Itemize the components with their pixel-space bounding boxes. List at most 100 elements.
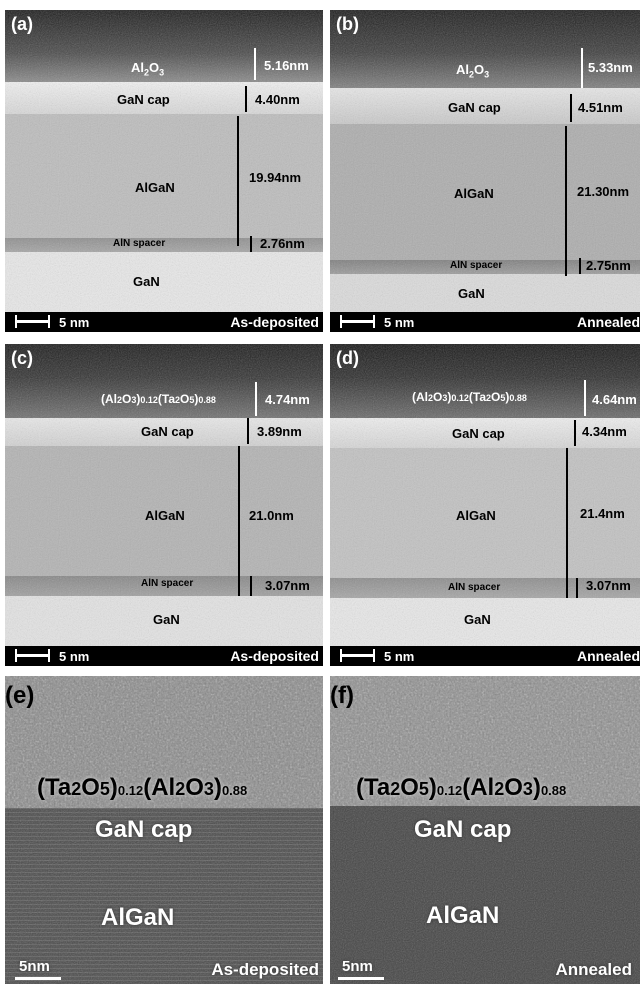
scale-bar-label: 5 nm bbox=[59, 315, 90, 330]
scale-bar-tick bbox=[48, 315, 50, 328]
condition-label: Annealed bbox=[576, 648, 640, 664]
cap-measure-line bbox=[245, 86, 247, 112]
gan-cap-label: GaN cap bbox=[448, 100, 501, 115]
spacer-thickness: 2.76nm bbox=[260, 236, 305, 251]
algan-measure-line bbox=[237, 116, 239, 246]
gan-cap-label: GaN cap bbox=[95, 816, 193, 843]
scale-bar-label: 5nm bbox=[19, 958, 50, 975]
panel-letter: (e) bbox=[5, 682, 35, 709]
scale-bar bbox=[15, 320, 49, 323]
scale-bar bbox=[338, 977, 384, 980]
cap-measure-line bbox=[574, 420, 576, 446]
panel-d: (d) (Al2O3)0.12(Ta2O5)0.88 4.64nm GaN ca… bbox=[330, 344, 640, 666]
algan-measure-line bbox=[238, 446, 240, 596]
panel-letter: (b) bbox=[336, 14, 359, 34]
algan-label: AlGaN bbox=[454, 186, 494, 201]
scale-bar-strip: 5 nm As-deposited bbox=[5, 312, 323, 332]
oxide-thickness: 5.16nm bbox=[264, 58, 309, 73]
scale-bar-label: 5nm bbox=[342, 958, 373, 975]
algan-measure-line bbox=[565, 126, 567, 276]
scale-bar-label: 5 nm bbox=[384, 649, 415, 664]
panel-letter: (d) bbox=[336, 348, 359, 368]
oxide-label: Al2O3 bbox=[131, 60, 165, 78]
condition-label: As-deposited bbox=[230, 314, 319, 330]
scale-bar-strip: 5 nm Annealed bbox=[330, 312, 640, 332]
panel-f: (f) (Ta2O5)0.12(Al2O3)0.88 GaN cap AlGaN… bbox=[330, 676, 640, 984]
oxide-measure-line bbox=[581, 48, 583, 88]
gan-cap-label: GaN cap bbox=[141, 424, 194, 439]
cap-thickness: 4.40nm bbox=[255, 92, 300, 107]
gan-substrate-label: GaN bbox=[458, 286, 485, 301]
spacer-measure-line bbox=[250, 576, 252, 596]
scale-bar-tick bbox=[373, 649, 375, 662]
aln-spacer-label: AlN spacer bbox=[450, 260, 503, 271]
oxide-label: Al2O3 bbox=[456, 62, 490, 80]
panel-a: (a) Al2O3 5.16nm GaN cap 4.40nm AlGaN 19… bbox=[5, 10, 323, 332]
panel-letter: (a) bbox=[11, 14, 33, 34]
scale-bar-tick bbox=[340, 649, 342, 662]
gan-substrate-label: GaN bbox=[153, 612, 180, 627]
spacer-thickness: 2.75nm bbox=[586, 258, 631, 273]
panel-e: (e) (Ta2O5)0.12(Al2O3)0.88 GaN cap AlGaN… bbox=[5, 676, 323, 984]
spacer-measure-line bbox=[250, 236, 252, 252]
scale-bar-label: 5 nm bbox=[59, 649, 90, 664]
oxide-thickness: 5.33nm bbox=[588, 60, 633, 75]
algan-label: AlGaN bbox=[426, 902, 500, 929]
aln-spacer-label: AlN spacer bbox=[448, 582, 501, 593]
aln-spacer-label: AlN spacer bbox=[141, 578, 194, 589]
oxide-label: (Ta2O5)0.12(Al2O3)0.88 bbox=[356, 774, 567, 801]
spacer-thickness: 3.07nm bbox=[586, 578, 631, 593]
scale-bar-tick bbox=[373, 315, 375, 328]
algan-thickness: 21.4nm bbox=[580, 506, 625, 521]
algan-label: AlGaN bbox=[456, 508, 496, 523]
scale-bar bbox=[15, 977, 61, 980]
scale-bar-tick bbox=[15, 315, 17, 328]
algan-thickness: 21.30nm bbox=[577, 184, 630, 199]
scale-bar-strip: 5 nm As-deposited bbox=[5, 646, 323, 666]
gan-cap-label: GaN cap bbox=[414, 816, 512, 843]
algan-label: AlGaN bbox=[145, 508, 185, 523]
algan-thickness: 19.94nm bbox=[249, 170, 302, 185]
scale-bar-label: 5 nm bbox=[384, 315, 415, 330]
cap-thickness: 3.89nm bbox=[257, 424, 302, 439]
panel-letter: (c) bbox=[11, 348, 33, 368]
spacer-measure-line bbox=[576, 578, 578, 598]
panel-letter: (f) bbox=[330, 682, 354, 709]
algan-label: AlGaN bbox=[135, 180, 175, 195]
algan-thickness: 21.0nm bbox=[249, 508, 294, 523]
algan-label: AlGaN bbox=[101, 904, 175, 931]
spacer-measure-line bbox=[579, 258, 581, 274]
scale-bar-strip: 5 nm Annealed bbox=[330, 646, 640, 666]
scale-bar-tick bbox=[48, 649, 50, 662]
scale-bar bbox=[340, 654, 374, 657]
cap-thickness: 4.34nm bbox=[582, 424, 627, 439]
cap-thickness: 4.51nm bbox=[578, 100, 623, 115]
oxide-label: (Al2O3)0.12(Ta2O5)0.88 bbox=[412, 390, 527, 404]
spacer-thickness: 3.07nm bbox=[265, 578, 310, 593]
scale-bar-tick bbox=[340, 315, 342, 328]
oxide-thickness: 4.64nm bbox=[592, 392, 637, 407]
condition-label: Annealed bbox=[576, 314, 640, 330]
oxide-measure-line bbox=[584, 380, 586, 416]
gan-cap-label: GaN cap bbox=[117, 92, 170, 107]
oxide-thickness: 4.74nm bbox=[265, 392, 310, 407]
gan-cap-label: GaN cap bbox=[452, 426, 505, 441]
condition-label: Annealed bbox=[555, 960, 632, 979]
oxide-measure-line bbox=[254, 48, 256, 80]
gan-substrate-label: GaN bbox=[464, 612, 491, 627]
scale-bar-tick bbox=[15, 649, 17, 662]
panel-c: (c) (Al2O3)0.12(Ta2O5)0.88 4.74nm GaN ca… bbox=[5, 344, 323, 666]
aln-spacer-label: AlN spacer bbox=[113, 238, 166, 249]
scale-bar bbox=[15, 654, 49, 657]
oxide-label: (Ta2O5)0.12(Al2O3)0.88 bbox=[37, 774, 248, 801]
condition-label: As-deposited bbox=[230, 648, 319, 664]
condition-label: As-deposited bbox=[211, 960, 319, 979]
cap-measure-line bbox=[247, 418, 249, 444]
oxide-measure-line bbox=[255, 382, 257, 416]
oxide-label: (Al2O3)0.12(Ta2O5)0.88 bbox=[101, 392, 216, 406]
scale-bar bbox=[340, 320, 374, 323]
cap-measure-line bbox=[570, 94, 572, 122]
algan-measure-line bbox=[566, 448, 568, 598]
panel-b: (b) Al2O3 5.33nm GaN cap 4.51nm AlGaN 21… bbox=[330, 10, 640, 332]
gan-substrate-label: GaN bbox=[133, 274, 160, 289]
